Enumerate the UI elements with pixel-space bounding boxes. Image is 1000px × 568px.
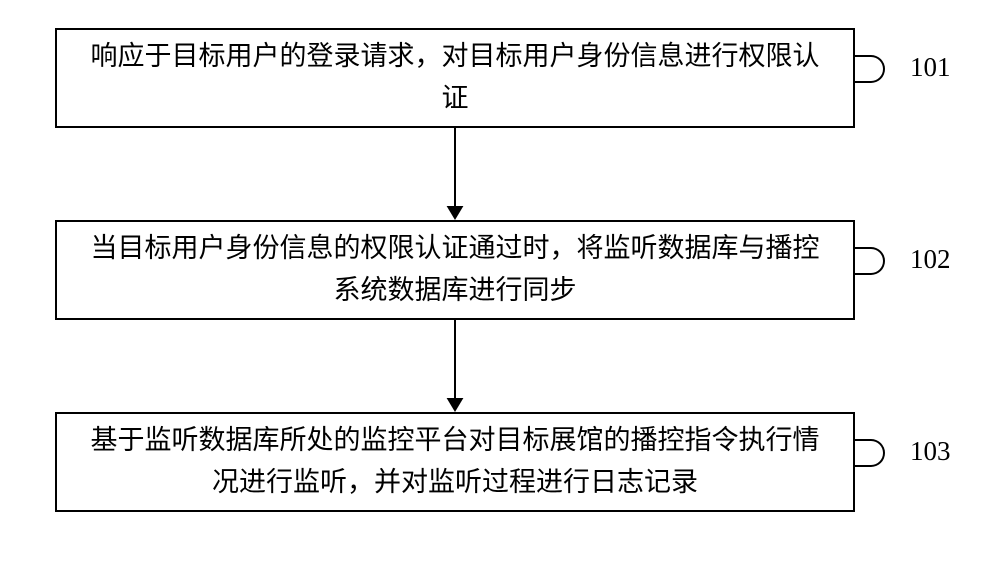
- step-label: 103: [910, 436, 951, 467]
- flowchart-canvas: 响应于目标用户的登录请求，对目标用户身份信息进行权限认证 101 当目标用户身份信息…: [0, 0, 1000, 568]
- flowchart-node: 基于监听数据库所处的监控平台对目标展馆的播控指令执行情况进行监听，并对监听过程进…: [55, 412, 855, 512]
- label-connector: [855, 247, 885, 275]
- label-connector: [855, 55, 885, 83]
- flowchart-arrow: [441, 128, 469, 220]
- step-label: 102: [910, 244, 951, 275]
- step-label: 101: [910, 52, 951, 83]
- flowchart-node: 当目标用户身份信息的权限认证通过时，将监听数据库与播控系统数据库进行同步: [55, 220, 855, 320]
- flowchart-node: 响应于目标用户的登录请求，对目标用户身份信息进行权限认证: [55, 28, 855, 128]
- label-connector: [855, 439, 885, 467]
- flowchart-arrow: [441, 320, 469, 412]
